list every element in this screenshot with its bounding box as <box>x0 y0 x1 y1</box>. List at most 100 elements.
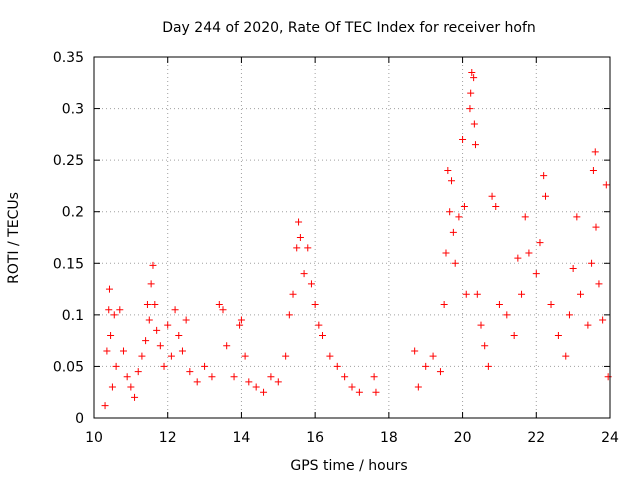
data-point <box>116 306 124 314</box>
data-point <box>282 352 290 360</box>
y-axis-ticks: 0 0.05 0.1 0.15 0.2 0.25 0.3 0.35 <box>53 50 610 427</box>
data-point <box>123 373 131 381</box>
x-tick-label: 16 <box>306 430 324 446</box>
data-point <box>193 378 201 386</box>
data-point <box>460 203 468 211</box>
data-point <box>518 290 526 298</box>
data-point <box>467 89 475 97</box>
data-point <box>414 383 422 391</box>
data-point <box>554 331 562 339</box>
data-point <box>604 373 612 381</box>
data-point <box>595 280 603 288</box>
data-point <box>525 249 533 257</box>
y-tick-label: 0.15 <box>53 256 84 272</box>
data-point <box>175 331 183 339</box>
data-point <box>252 383 260 391</box>
data-point <box>147 280 155 288</box>
data-point <box>547 301 555 309</box>
data-point <box>488 192 496 200</box>
data-point <box>355 388 363 396</box>
x-tick-label: 20 <box>454 430 472 446</box>
data-point <box>156 342 164 350</box>
data-point <box>540 172 548 180</box>
data-point <box>473 290 481 298</box>
data-point <box>178 347 186 355</box>
y-tick-label: 0.3 <box>62 102 84 118</box>
data-point <box>440 301 448 309</box>
y-tick-label: 0.05 <box>53 359 84 375</box>
x-tick-label: 14 <box>233 430 251 446</box>
chart-title: Day 244 of 2020, Rate Of TEC Index for r… <box>162 20 536 36</box>
data-point <box>510 331 518 339</box>
data-point <box>584 321 592 329</box>
data-point <box>436 368 444 376</box>
data-points <box>101 68 612 410</box>
data-point <box>577 290 585 298</box>
data-point <box>295 218 303 226</box>
data-point <box>110 311 118 319</box>
data-point <box>274 378 282 386</box>
data-point <box>245 378 253 386</box>
data-point <box>372 388 380 396</box>
data-point <box>105 306 113 314</box>
data-point <box>492 203 500 211</box>
data-point <box>599 316 607 324</box>
data-point <box>201 362 209 370</box>
data-point <box>138 352 146 360</box>
data-point <box>542 192 549 200</box>
data-point <box>237 316 245 324</box>
data-point <box>164 321 172 329</box>
data-point <box>468 68 476 76</box>
data-point <box>326 352 334 360</box>
data-point <box>319 331 327 339</box>
data-point <box>236 321 244 329</box>
data-point <box>134 368 142 376</box>
data-point <box>348 383 356 391</box>
data-point <box>565 311 573 319</box>
data-point <box>484 362 492 370</box>
x-tick-label: 18 <box>380 430 398 446</box>
x-tick-label: 12 <box>159 430 177 446</box>
data-point <box>451 259 459 267</box>
data-point <box>446 208 454 216</box>
data-point <box>112 362 120 370</box>
data-point <box>182 316 190 324</box>
data-point <box>289 290 297 298</box>
x-tick-label: 22 <box>527 430 545 446</box>
data-point <box>307 280 315 288</box>
data-point <box>514 254 522 262</box>
data-point <box>569 264 577 272</box>
data-point <box>477 321 485 329</box>
data-point <box>171 306 179 314</box>
data-point <box>422 362 430 370</box>
x-tick-label: 10 <box>85 430 103 446</box>
data-point <box>370 373 378 381</box>
data-point <box>108 383 116 391</box>
data-point <box>448 177 456 185</box>
data-point <box>442 249 450 257</box>
data-point <box>160 362 168 370</box>
grid-lines <box>94 57 610 418</box>
data-point <box>300 270 308 278</box>
y-tick-label: 0.2 <box>62 205 84 221</box>
data-point <box>591 148 599 156</box>
data-point <box>341 373 349 381</box>
data-point <box>503 311 511 319</box>
data-point <box>573 213 581 221</box>
data-point <box>145 316 153 324</box>
data-point <box>411 347 419 355</box>
data-point <box>562 352 570 360</box>
data-point <box>215 301 223 309</box>
data-point <box>602 181 610 189</box>
data-point <box>241 352 249 360</box>
data-point <box>127 383 135 391</box>
data-point <box>470 74 478 82</box>
data-point <box>143 301 151 309</box>
x-axis-ticks: 10 12 14 16 18 20 22 24 <box>85 57 619 446</box>
data-point <box>521 213 529 221</box>
data-point <box>449 228 457 236</box>
data-point <box>311 301 319 309</box>
plot-frame <box>93 56 611 419</box>
y-tick-label: 0.1 <box>62 308 84 324</box>
